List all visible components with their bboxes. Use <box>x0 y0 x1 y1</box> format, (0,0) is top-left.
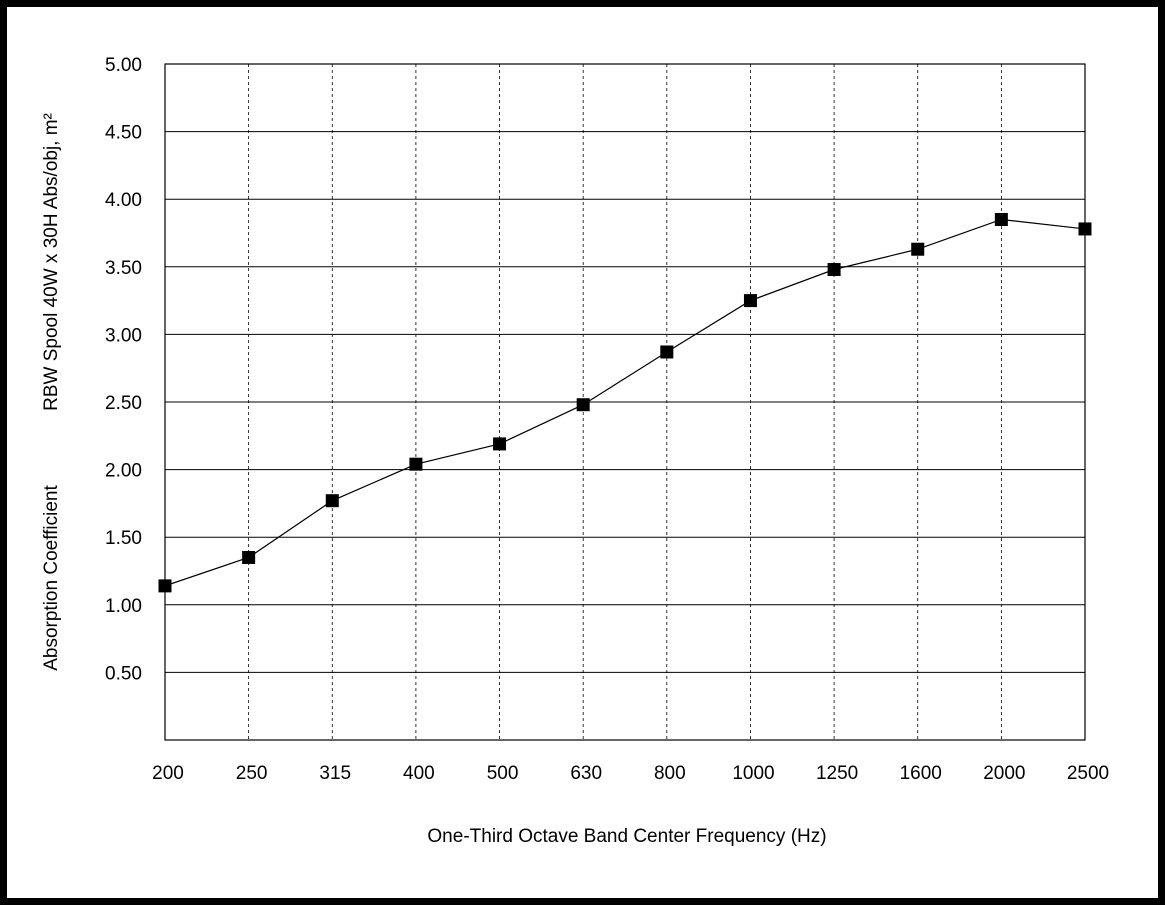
data-point-marker <box>1078 222 1092 236</box>
y-tick-label: 2.50 <box>105 393 142 414</box>
data-point-marker <box>911 242 925 256</box>
y-tick-label: 5.00 <box>105 55 142 76</box>
x-tick-label: 400 <box>403 763 435 784</box>
y-axis-tick-labels: 0.50 1.00 1.50 2.00 2.50 3.00 3.50 4.00 4.50 5.00 <box>105 55 142 684</box>
data-point-marker <box>158 579 172 593</box>
y-tick-label: 4.50 <box>105 123 142 144</box>
series-line <box>164 218 1086 587</box>
y-axis-title-line2: RBW Spool 40W x 30H Abs/obj, m² <box>41 113 62 411</box>
y-tick-label: 4.00 <box>105 190 142 211</box>
y-tick-label: 1.50 <box>105 528 142 549</box>
y-tick-label: 3.50 <box>105 258 142 279</box>
x-tick-label: 500 <box>487 763 519 784</box>
x-axis-title: One-Third Octave Band Center Frequency (… <box>427 826 826 847</box>
data-point-marker <box>325 494 339 508</box>
x-tick-label: 1600 <box>900 763 942 784</box>
x-tick-label: 315 <box>319 763 351 784</box>
x-tick-label: 1000 <box>732 763 774 784</box>
data-point-marker <box>576 398 590 412</box>
x-tick-label: 800 <box>654 763 686 784</box>
x-tick-label: 2000 <box>983 763 1025 784</box>
y-tick-label: 1.00 <box>105 596 142 617</box>
series-line-group <box>164 218 1086 587</box>
x-tick-label: 630 <box>570 763 602 784</box>
data-point-marker <box>994 212 1008 226</box>
series-markers-group <box>158 212 1092 593</box>
y-tick-label: 3.00 <box>105 325 142 346</box>
data-point-marker <box>660 345 674 359</box>
data-point-marker <box>743 294 757 308</box>
data-point-marker <box>493 437 507 451</box>
x-tick-label: 200 <box>152 763 184 784</box>
x-axis-tick-labels: 200 250 315 400 500 630 800 1000 1250 1600 2000 250… <box>152 763 1109 784</box>
data-point-marker <box>242 550 256 564</box>
data-point-marker <box>827 263 841 277</box>
y-tick-label: 2.00 <box>105 461 142 482</box>
x-tick-label: 2500 <box>1067 763 1109 784</box>
y-tick-label: 0.50 <box>105 663 142 684</box>
x-tick-label: 250 <box>236 763 268 784</box>
y-axis-title-line1: Absorption Coefficient <box>41 485 62 671</box>
plot-area <box>164 63 1086 741</box>
x-tick-label: 1250 <box>816 763 858 784</box>
horizontal-gridlines <box>165 131 1085 673</box>
data-point-marker <box>409 457 423 471</box>
